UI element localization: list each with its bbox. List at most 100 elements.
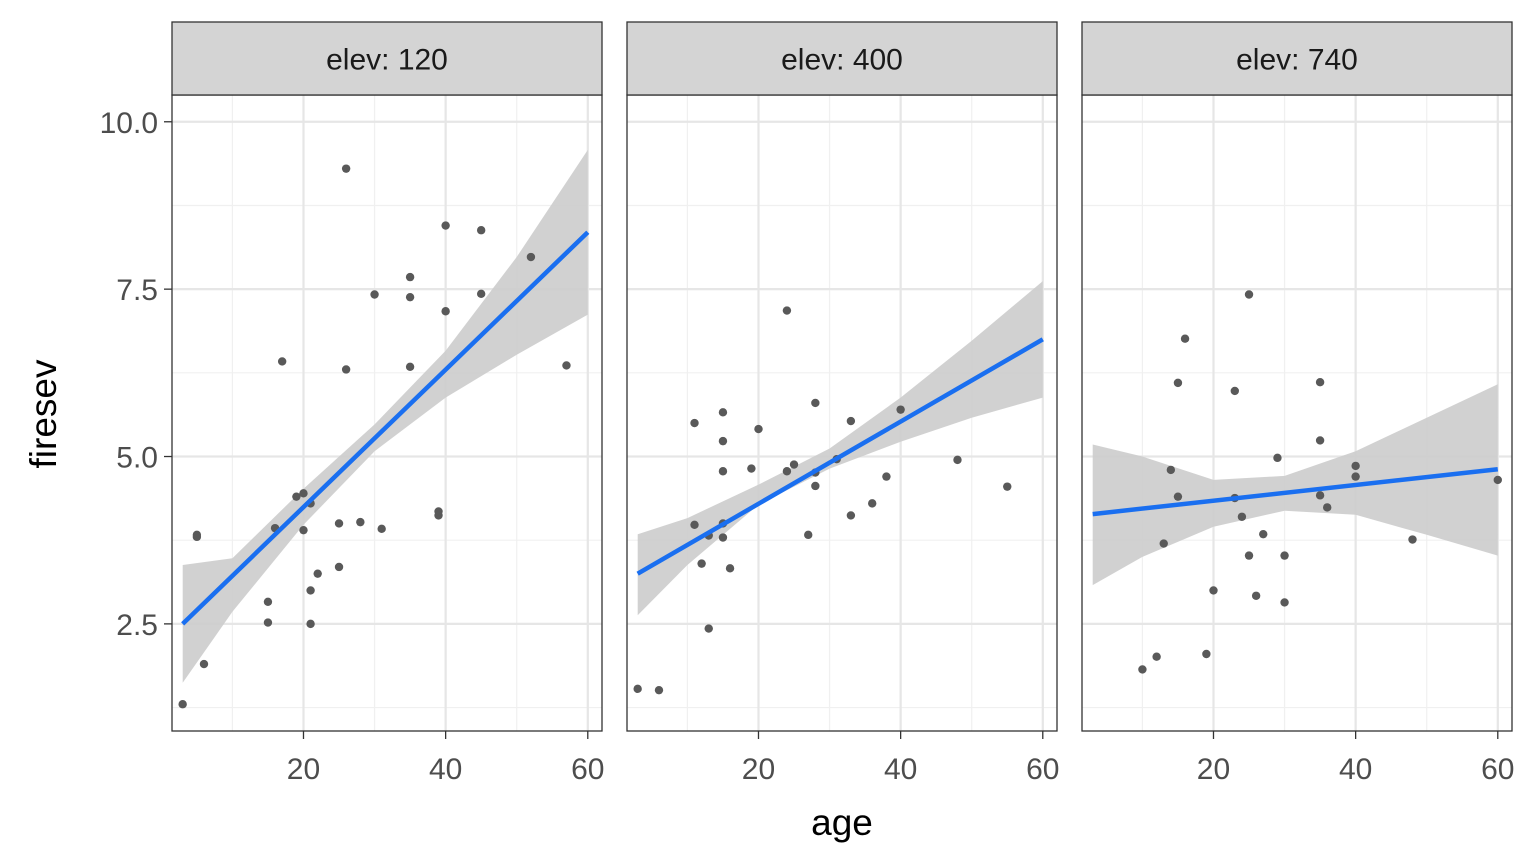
panel-2-data-point — [811, 481, 820, 491]
panel-2-data-point — [718, 467, 728, 476]
panel-3-data-point — [1493, 475, 1502, 485]
confidence-bands — [182, 149, 1498, 683]
panel-1-data-point — [199, 659, 209, 669]
y-tick-label: 5.0 — [116, 442, 158, 475]
panel-3-data-point — [1259, 529, 1268, 539]
panel-3-data-point — [1173, 492, 1183, 501]
panel-2-data-point — [953, 455, 962, 465]
panel-3-fit-line — [1092, 466, 1499, 517]
panel-1-data-point — [356, 517, 365, 527]
panel-2-data-point — [846, 511, 856, 520]
panel-1-data-point — [370, 290, 379, 299]
panel-3-data-point — [1251, 591, 1261, 600]
panel-2-data-point — [704, 624, 713, 633]
panel-1-data-point — [306, 619, 315, 629]
fit-lines — [181, 230, 1499, 626]
panel-3-data-point — [1280, 551, 1289, 560]
panel-1-data-point — [334, 519, 344, 528]
gridlines — [172, 95, 1512, 731]
panel-3-x-tick-label: 40 — [1339, 753, 1372, 786]
y-tick-label: 10.0 — [100, 107, 158, 140]
panel-2-data-point — [690, 520, 699, 530]
panel-1-data-point — [178, 700, 187, 709]
panel-1-data-point — [377, 524, 386, 534]
panel-1-x-tick-label: 40 — [429, 753, 462, 786]
panel-3-data-point — [1273, 453, 1282, 463]
panel-3-data-point — [1351, 472, 1360, 481]
panel-backgrounds — [172, 95, 1512, 731]
panel-2-confidence-band — [637, 281, 1043, 616]
y-axis-title: firesev — [23, 359, 64, 468]
panel-2-data-point — [718, 408, 728, 417]
panel-3-strip-background — [1081, 21, 1513, 96]
panel-1-data-point — [476, 289, 486, 299]
panel-1-data-point — [434, 511, 443, 520]
panel-1-data-point — [334, 562, 344, 572]
panel-1-data-point — [299, 525, 308, 535]
panel-3-data-point — [1315, 436, 1325, 445]
panel-3-data-point — [1159, 539, 1168, 548]
panel-2-data-point — [754, 424, 763, 434]
panel-3-data-point — [1166, 465, 1176, 475]
panel-3-data-point — [1280, 598, 1289, 607]
panel-2-data-point — [718, 533, 728, 542]
panel-2-data-point — [782, 467, 792, 476]
panel-2-strip-background — [626, 21, 1058, 96]
panel-2-data-point — [690, 418, 699, 428]
panel-2-data-point — [1003, 482, 1012, 491]
y-tick-label: 2.5 — [116, 609, 158, 642]
panel-1-data-point — [405, 272, 415, 282]
panel-2-x-tick-label: 20 — [742, 753, 775, 786]
panel-3-data-point — [1230, 386, 1240, 396]
panel-3-data-point — [1244, 551, 1254, 560]
panel-1-x-tick-label: 60 — [571, 753, 604, 786]
panel-2-data-point — [747, 464, 756, 473]
panel-1-data-point — [277, 357, 287, 366]
facet-strips: elev: 120 elev: 400 elev: 740 — [171, 21, 1513, 96]
panel-1-strip-label: elev: 120 — [326, 44, 448, 77]
panel-1-data-point — [263, 618, 273, 627]
panel-1-data-point — [299, 489, 308, 498]
panel-2-data-point — [868, 499, 877, 508]
panel-1-strip-background — [171, 21, 603, 96]
panel-1-data-point — [405, 362, 415, 372]
panel-3-confidence-band — [1092, 384, 1498, 586]
y-tick-label: 7.5 — [116, 274, 158, 307]
panel-1-data-point — [562, 361, 571, 370]
panel-2-data-point — [846, 416, 856, 426]
panel-3-data-point — [1315, 491, 1325, 500]
panel-2-data-point — [782, 306, 792, 315]
panel-3-data-point — [1152, 652, 1161, 661]
panel-3-data-point — [1315, 378, 1325, 387]
panel-1-data-point — [476, 226, 486, 235]
panel-3-data-point — [1138, 665, 1147, 674]
panel-1-data-point — [526, 252, 536, 262]
panel-2-fit-line — [636, 337, 1044, 576]
panel-2-data-point — [896, 405, 905, 414]
panel-3-strip-label: elev: 740 — [1236, 44, 1358, 77]
panel-2-data-point — [725, 564, 735, 573]
panel-1-data-point — [313, 569, 322, 578]
panel-2-data-point — [718, 436, 728, 446]
panel-1-data-point — [341, 365, 351, 374]
panel-2-background — [627, 95, 1057, 731]
panel-1-confidence-band — [182, 149, 588, 683]
panel-2-data-point — [654, 685, 664, 695]
panel-3-data-point — [1351, 461, 1360, 471]
panel-2-x-tick-label: 40 — [884, 753, 917, 786]
panel-1-data-point — [263, 597, 273, 606]
panel-2-data-point — [804, 530, 813, 540]
x-axis-title: age — [811, 802, 873, 843]
panel-3-data-point — [1180, 334, 1190, 343]
panel-3-x-tick-label: 20 — [1197, 753, 1230, 786]
panel-3-data-point — [1237, 512, 1247, 521]
panel-1-data-point — [341, 164, 351, 173]
panel-3-data-point — [1323, 503, 1332, 512]
panel-1-data-point — [441, 307, 450, 316]
panel-3-data-point — [1173, 378, 1183, 388]
panel-1-data-point — [292, 492, 301, 501]
panel-3-data-point — [1244, 290, 1254, 299]
panel-3-x-tick-label: 60 — [1481, 753, 1514, 786]
panel-1-data-point — [192, 530, 202, 540]
